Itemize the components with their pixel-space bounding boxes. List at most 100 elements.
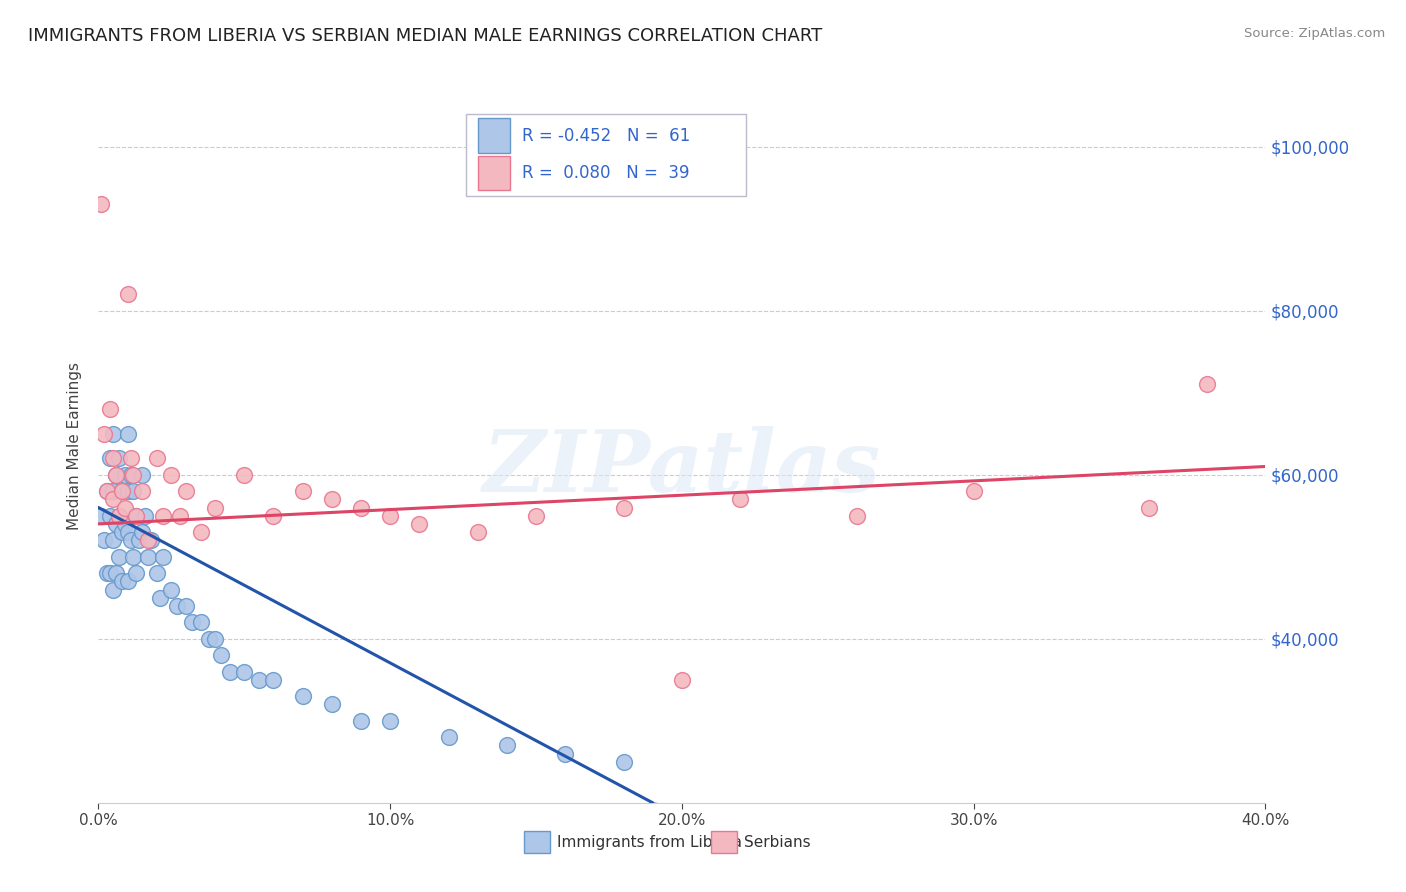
Point: [146, 451, 169, 466]
Point: [117, 426, 139, 441]
Point: [262, 673, 284, 687]
Point: [209, 648, 232, 662]
Point: [247, 673, 270, 687]
Point: [111, 574, 134, 589]
Text: IMMIGRANTS FROM LIBERIA VS SERBIAN MEDIAN MALE EARNINGS CORRELATION CHART: IMMIGRANTS FROM LIBERIA VS SERBIAN MEDIA…: [28, 27, 823, 45]
Point: [524, 508, 547, 523]
Point: [125, 566, 148, 581]
Point: [104, 467, 127, 482]
Point: [174, 484, 197, 499]
Point: [101, 492, 124, 507]
Point: [218, 665, 240, 679]
Point: [612, 755, 634, 769]
Point: [233, 467, 256, 482]
Point: [111, 484, 134, 499]
Point: [125, 508, 148, 523]
Point: [139, 533, 162, 548]
Point: [101, 533, 124, 548]
Point: [160, 582, 183, 597]
Point: [190, 615, 212, 630]
Point: [96, 484, 118, 499]
Point: [1137, 500, 1160, 515]
Point: [101, 484, 124, 499]
FancyBboxPatch shape: [465, 114, 747, 196]
Point: [554, 747, 576, 761]
Point: [160, 467, 183, 482]
Point: [730, 492, 752, 507]
Point: [321, 492, 343, 507]
Point: [117, 484, 139, 499]
Point: [122, 484, 145, 499]
Point: [291, 689, 314, 703]
Point: [114, 516, 136, 531]
Point: [108, 451, 131, 466]
Point: [122, 549, 145, 564]
Point: [117, 287, 139, 301]
Point: [98, 451, 121, 466]
Point: [104, 467, 127, 482]
Point: [1195, 377, 1218, 392]
Point: [111, 525, 134, 540]
Text: Source: ZipAtlas.com: Source: ZipAtlas.com: [1244, 27, 1385, 40]
Text: ZIPatlas: ZIPatlas: [482, 425, 882, 509]
Point: [467, 525, 489, 540]
Point: [96, 566, 118, 581]
Point: [671, 673, 693, 687]
Point: [101, 426, 124, 441]
Point: [136, 533, 159, 548]
Point: [93, 533, 115, 548]
Point: [120, 451, 142, 466]
Text: Immigrants from Liberia: Immigrants from Liberia: [557, 835, 742, 849]
Bar: [478, 155, 510, 190]
Point: [380, 508, 402, 523]
Point: [408, 516, 430, 531]
Point: [131, 525, 153, 540]
Point: [174, 599, 197, 613]
Text: R = -0.452   N =  61: R = -0.452 N = 61: [522, 127, 690, 145]
Y-axis label: Median Male Earnings: Median Male Earnings: [67, 362, 83, 530]
Point: [98, 566, 121, 581]
Bar: [478, 119, 510, 153]
Point: [108, 508, 131, 523]
Point: [117, 574, 139, 589]
Point: [98, 402, 121, 417]
Point: [166, 599, 188, 613]
Point: [136, 549, 159, 564]
Point: [233, 665, 256, 679]
Point: [104, 566, 127, 581]
Point: [114, 467, 136, 482]
Point: [93, 426, 115, 441]
Point: [437, 730, 460, 744]
Point: [90, 508, 112, 523]
Point: [321, 698, 343, 712]
Point: [496, 739, 519, 753]
Point: [846, 508, 869, 523]
Point: [169, 508, 191, 523]
Point: [101, 451, 124, 466]
Text: Serbians: Serbians: [744, 835, 810, 849]
Point: [152, 549, 174, 564]
Point: [380, 714, 402, 728]
Point: [98, 508, 121, 523]
Point: [291, 484, 314, 499]
Point: [180, 615, 202, 630]
Point: [117, 525, 139, 540]
Point: [120, 533, 142, 548]
Point: [262, 508, 284, 523]
Point: [962, 484, 984, 499]
Point: [149, 591, 172, 605]
Point: [134, 508, 156, 523]
Point: [204, 500, 226, 515]
Point: [104, 516, 127, 531]
Point: [128, 533, 150, 548]
Point: [131, 484, 153, 499]
Point: [131, 467, 153, 482]
Point: [198, 632, 221, 646]
Point: [146, 566, 169, 581]
Text: R =  0.080   N =  39: R = 0.080 N = 39: [522, 164, 689, 182]
Point: [120, 467, 142, 482]
Point: [122, 467, 145, 482]
Point: [152, 508, 174, 523]
Point: [101, 582, 124, 597]
Point: [125, 508, 148, 523]
